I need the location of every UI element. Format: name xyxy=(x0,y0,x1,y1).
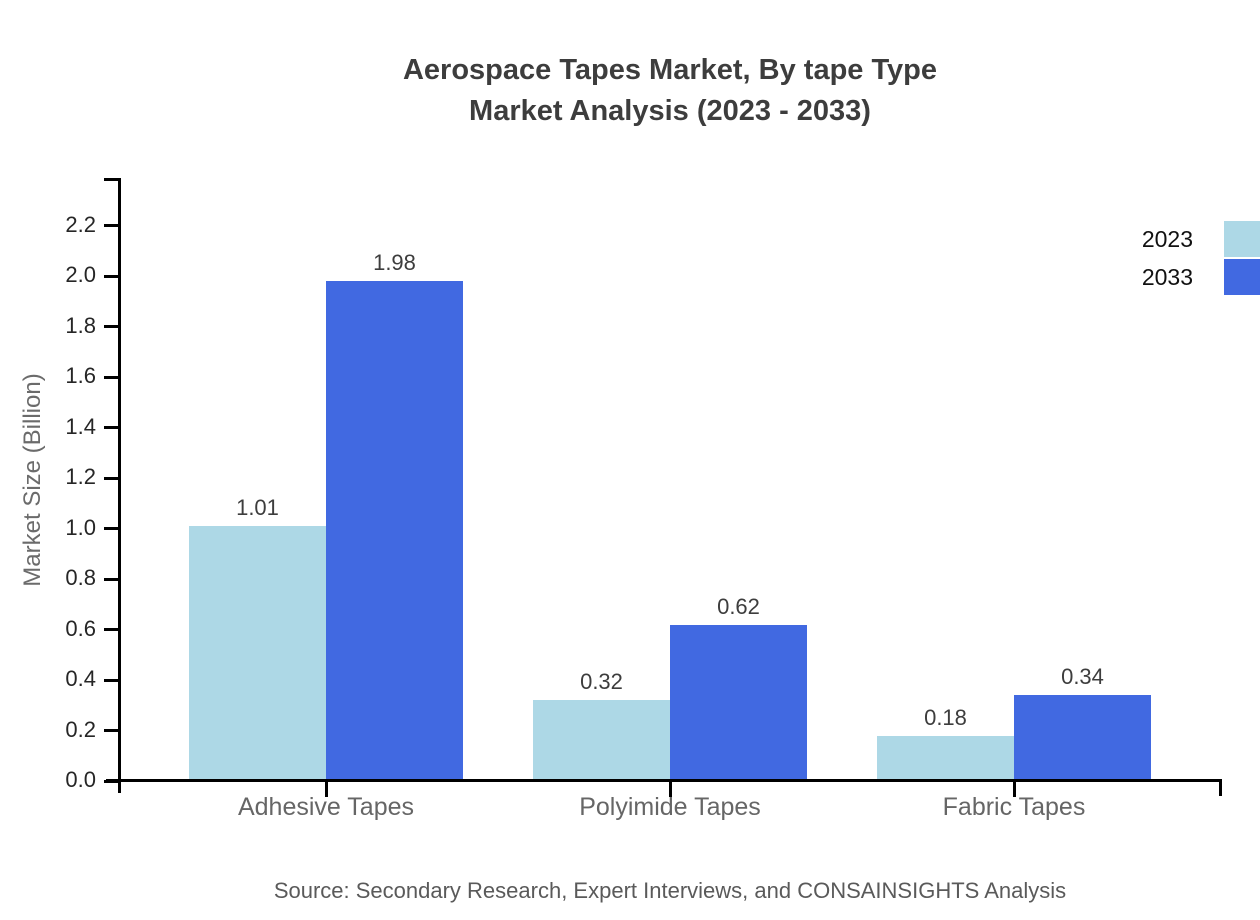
y-tick-mark xyxy=(104,476,121,480)
y-tick-label: 2.0 xyxy=(65,262,96,288)
bar-value-label: 0.34 xyxy=(1061,664,1104,690)
y-tick-mark xyxy=(104,325,121,329)
y-tick-mark xyxy=(104,577,121,581)
legend-swatch-2033 xyxy=(1224,259,1260,295)
chart-title: Aerospace Tapes Market, By tape Type Mar… xyxy=(80,50,1260,132)
y-tick-label: 2.2 xyxy=(65,211,96,237)
bar-value-label: 0.32 xyxy=(580,669,623,695)
y-tick-label: 0.8 xyxy=(65,565,96,591)
x-axis-line xyxy=(106,779,1222,782)
legend-label-2023: 2023 xyxy=(1141,225,1193,252)
chart-title-line-2: Market Analysis (2023 - 2033) xyxy=(469,95,871,127)
y-tick-label: 0.6 xyxy=(65,615,96,641)
bar-value-label: 1.01 xyxy=(236,495,279,521)
legend-label-2033: 2033 xyxy=(1141,263,1193,290)
bar-value-label: 1.98 xyxy=(373,250,416,276)
y-tick-mark xyxy=(104,678,121,682)
y-axis-line xyxy=(118,178,121,793)
x-category-label-adhesive-tapes: Adhesive Tapes xyxy=(237,793,415,821)
y-tick-mark xyxy=(104,527,121,531)
y-tick-mark xyxy=(104,729,121,733)
y-tick-label: 1.8 xyxy=(65,312,96,338)
legend-item-2023: 2023 xyxy=(1142,221,1260,257)
x-tick-mark xyxy=(324,781,328,797)
y-tick-label: 0.2 xyxy=(65,716,96,742)
x-tick-mark xyxy=(1012,781,1016,797)
x-axis-end-cap xyxy=(1219,779,1222,796)
y-tick-label: 1.6 xyxy=(65,363,96,389)
y-tick-label: 1.2 xyxy=(65,464,96,490)
bar-2023-fabric-tapes xyxy=(877,735,1014,781)
bar-2023-polyimide-tapes xyxy=(533,700,670,781)
x-category-label-fabric-tapes: Fabric Tapes xyxy=(942,793,1086,821)
x-tick-mark xyxy=(668,781,672,797)
y-tick-label: 0.4 xyxy=(65,666,96,692)
bar-2023-adhesive-tapes xyxy=(189,526,326,781)
y-tick-mark xyxy=(104,274,121,278)
y-tick-label: 1.0 xyxy=(65,514,96,540)
legend-item-2033: 2033 xyxy=(1142,259,1260,295)
bar-value-label: 0.18 xyxy=(924,704,967,730)
y-tick-mark xyxy=(104,375,121,379)
legend-swatch-2023 xyxy=(1224,221,1260,257)
x-category-label-polyimide-tapes: Polyimide Tapes xyxy=(579,793,761,821)
y-tick-mark xyxy=(104,426,121,430)
bar-2033-adhesive-tapes xyxy=(326,281,463,781)
y-tick-mark xyxy=(104,224,121,228)
y-tick-mark xyxy=(104,628,121,632)
y-axis-top-cap xyxy=(104,178,121,181)
bar-2033-fabric-tapes xyxy=(1014,695,1151,781)
y-tick-label: 0.0 xyxy=(65,767,96,792)
bar-value-label: 0.62 xyxy=(717,593,760,619)
bar-2033-polyimide-tapes xyxy=(670,624,807,781)
chart-title-line-1: Aerospace Tapes Market, By tape Type xyxy=(402,54,938,86)
legend: 2023 2033 xyxy=(1142,221,1260,295)
source-attribution: Source: Secondary Research, Expert Inter… xyxy=(273,878,1067,903)
y-tick-label: 1.4 xyxy=(65,413,96,439)
